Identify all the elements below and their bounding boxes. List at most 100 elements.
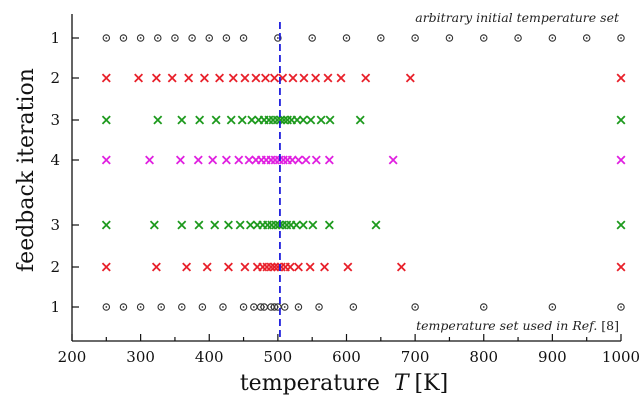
x-axis-title-word: temperature: [240, 371, 380, 396]
x-axis-title-unit: [K]: [415, 371, 449, 396]
data-point-circle: [250, 303, 258, 311]
data-point-cross: [240, 73, 250, 83]
data-point-cross: [223, 220, 233, 230]
annotation-bottom: temperature set used in Ref. [8]: [416, 318, 619, 333]
y-ticks: 1 2 3 4 3 2 1: [50, 29, 79, 316]
data-point-cross: [177, 115, 187, 125]
data-point-cross: [361, 73, 371, 83]
data-point-circle: [315, 303, 323, 311]
data-point-cross: [199, 73, 209, 83]
data-point-cross: [405, 73, 415, 83]
data-point-circle: [222, 34, 231, 42]
data-point-cross: [616, 155, 626, 165]
data-point-cross: [210, 220, 220, 230]
y-axis-title: feedback iteration: [14, 68, 39, 272]
series-row: [102, 34, 625, 42]
data-point-cross: [151, 73, 161, 83]
data-point-cross: [208, 155, 218, 165]
x-axis-title-symbol: T: [394, 371, 411, 396]
series-row: [101, 73, 626, 83]
series-row: [101, 115, 626, 125]
data-point-cross: [202, 262, 212, 272]
y-tick-label: 4: [50, 151, 60, 169]
data-point-circle: [102, 303, 111, 311]
data-point-circle: [119, 34, 128, 42]
data-point-cross: [149, 220, 159, 230]
x-tick-label: 300: [126, 348, 155, 366]
data-point-circle: [479, 303, 488, 311]
data-point-cross: [237, 115, 247, 125]
series-row: [102, 303, 625, 311]
x-tick-label: 700: [401, 348, 430, 366]
data-point-circle: [154, 34, 162, 42]
data-point-cross: [145, 155, 155, 165]
data-point-cross: [305, 262, 315, 272]
data-point-cross: [244, 155, 254, 165]
data-point-circle: [198, 303, 207, 311]
data-point-cross: [235, 220, 245, 230]
series-row: [101, 155, 626, 165]
data-point-cross: [293, 262, 303, 272]
data-point-cross: [226, 115, 236, 125]
data-point-cross: [292, 115, 302, 125]
data-point-circle: [308, 34, 316, 42]
data-point-cross: [293, 155, 303, 165]
data-point-cross: [343, 262, 353, 272]
data-point-circle: [178, 303, 186, 311]
data-point-circle: [445, 34, 454, 42]
data-point-circle: [219, 303, 227, 311]
data-point-cross: [311, 73, 321, 83]
data-point-circle: [171, 34, 179, 42]
annotation-bottom-prefix: temperature set used in: [416, 318, 572, 333]
data-point-circle: [136, 34, 145, 42]
data-point-cross: [324, 155, 334, 165]
data-point-cross: [298, 220, 308, 230]
y-tick-label: 3: [50, 111, 60, 129]
data-point-cross: [325, 115, 335, 125]
data-point-circle: [377, 34, 385, 42]
data-point-cross: [269, 73, 279, 83]
data-point-cross: [101, 262, 111, 272]
x-axis-title: temperature T [K]: [240, 371, 448, 396]
data-point-circle: [411, 303, 419, 311]
x-tick-label: 900: [538, 348, 567, 366]
data-point-circle: [294, 303, 303, 311]
x-tick-label: 500: [264, 348, 293, 366]
data-point-circle: [514, 34, 522, 42]
data-point-circle: [548, 34, 557, 42]
data-point-cross: [616, 115, 626, 125]
data-point-cross: [193, 155, 203, 165]
data-point-circle: [239, 303, 248, 311]
data-point-cross: [211, 115, 221, 125]
data-point-circle: [239, 34, 248, 42]
data-point-cross: [184, 73, 194, 83]
data-point-cross: [194, 220, 204, 230]
y-tick-label: 3: [50, 216, 60, 234]
data-point-circle: [582, 34, 591, 42]
data-point-cross: [261, 73, 270, 83]
annotation-bottom-ref: Ref.: [571, 318, 597, 333]
y-tick-label: 1: [50, 29, 60, 47]
data-point-cross: [285, 262, 295, 272]
data-point-cross: [301, 155, 311, 165]
data-point-cross: [371, 220, 381, 230]
data-point-cross: [323, 73, 333, 83]
data-point-cross: [324, 220, 334, 230]
x-tick-label: 600: [332, 348, 361, 366]
y-tick-label: 2: [50, 69, 60, 87]
data-point-cross: [153, 115, 163, 125]
data-point-cross: [299, 73, 309, 83]
data-point-cross: [298, 115, 308, 125]
data-point-cross: [616, 220, 626, 230]
x-ticks: 200 300 400 500 600 700 800 900 1000: [58, 334, 640, 366]
data-point-cross: [101, 115, 111, 125]
data-point-cross: [234, 155, 244, 165]
data-point-cross: [316, 115, 326, 125]
data-point-circle: [188, 34, 196, 42]
data-point-cross: [306, 115, 316, 125]
x-tick-label: 1000: [602, 348, 640, 366]
data-point-cross: [101, 73, 111, 83]
data-points: [101, 34, 626, 311]
data-point-circle: [548, 303, 557, 311]
data-point-circle: [411, 34, 419, 42]
